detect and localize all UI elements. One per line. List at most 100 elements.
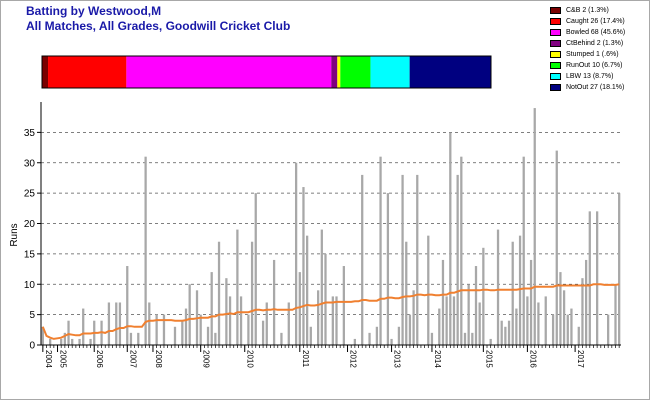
runs-bar bbox=[489, 338, 492, 345]
year-tick-label: 2016 bbox=[528, 350, 537, 368]
runs-bar bbox=[144, 156, 147, 345]
runs-bar bbox=[390, 338, 393, 345]
y-tick-label: 20 bbox=[24, 219, 36, 230]
runs-bar bbox=[607, 314, 610, 345]
runs-bar bbox=[294, 162, 298, 345]
runs-bar bbox=[544, 296, 547, 345]
runs-bar bbox=[342, 266, 345, 345]
runs-bar bbox=[551, 314, 555, 345]
runs-bar bbox=[265, 302, 268, 345]
runs-bar bbox=[515, 308, 518, 345]
runs-bar bbox=[199, 314, 202, 345]
runs-bar bbox=[162, 314, 166, 345]
legend-label: NotOut 27 (18.1%) bbox=[566, 84, 625, 91]
runs-bar bbox=[115, 302, 118, 345]
runs-bar bbox=[471, 332, 474, 345]
runs-bar bbox=[577, 326, 580, 345]
y-tick-label: 15 bbox=[24, 249, 36, 260]
runs-bar bbox=[107, 302, 111, 345]
runs-bar bbox=[320, 229, 323, 345]
legend-swatch bbox=[550, 40, 561, 47]
runs-bar bbox=[412, 290, 415, 345]
runs-bar bbox=[225, 278, 228, 345]
runs-bar bbox=[148, 302, 151, 345]
legend-swatch bbox=[550, 73, 561, 80]
runs-bar bbox=[456, 174, 459, 345]
runs-bar bbox=[452, 296, 456, 345]
runs-bar bbox=[217, 241, 221, 345]
dismissal-segment bbox=[370, 56, 410, 88]
runs-bar bbox=[526, 296, 529, 345]
year-tick-label: 2014 bbox=[433, 350, 442, 368]
runs-bar bbox=[317, 290, 320, 345]
legend-label: C&B 2 (1.3%) bbox=[566, 7, 609, 14]
legend-swatch bbox=[550, 18, 561, 25]
runs-bar bbox=[250, 241, 254, 345]
year-tick-label: 2006 bbox=[95, 350, 104, 368]
runs-bar bbox=[533, 108, 536, 345]
year-tick-label: 2004 bbox=[44, 350, 53, 368]
runs-bar bbox=[445, 296, 448, 345]
legend-swatch bbox=[550, 51, 561, 58]
y-tick-label: 25 bbox=[24, 189, 36, 200]
runs-bar bbox=[496, 229, 500, 345]
runs-bar bbox=[511, 241, 514, 345]
legend-label: Caught 26 (17.4%) bbox=[566, 18, 625, 25]
runs-bar bbox=[173, 326, 177, 345]
runs-bar bbox=[537, 302, 540, 345]
gridlines bbox=[41, 131, 621, 316]
dismissal-segment bbox=[48, 56, 127, 88]
year-tick-label: 2013 bbox=[393, 350, 402, 368]
runs-bar bbox=[361, 174, 364, 345]
runs-bar bbox=[78, 338, 81, 345]
y-tick-label: 0 bbox=[29, 341, 35, 352]
year-tick-label: 2017 bbox=[576, 350, 585, 368]
runs-bar bbox=[416, 174, 419, 345]
year-tick-label: 2010 bbox=[246, 350, 255, 368]
runs-bar bbox=[474, 266, 478, 345]
runs-bar bbox=[210, 272, 213, 345]
runs-bar bbox=[570, 308, 573, 345]
runs-bar bbox=[298, 272, 301, 345]
legend-label: LBW 13 (8.7%) bbox=[566, 73, 614, 80]
y-tick-label: 5 bbox=[29, 310, 35, 321]
running-average-line bbox=[41, 283, 620, 340]
runs-bar bbox=[438, 308, 441, 345]
dismissal-segment bbox=[331, 56, 338, 88]
runs-bars bbox=[41, 108, 621, 345]
runs-bar bbox=[353, 338, 356, 345]
runs-bar bbox=[522, 156, 525, 345]
runs-bar bbox=[529, 259, 533, 345]
legend-swatch bbox=[550, 62, 561, 69]
runs-bar bbox=[397, 326, 401, 345]
runs-bar bbox=[137, 332, 140, 345]
runs-bar bbox=[467, 284, 470, 345]
dismissal-bar-border bbox=[41, 55, 492, 89]
runs-bar bbox=[188, 284, 191, 345]
runs-bar bbox=[405, 241, 408, 345]
runs-bar bbox=[272, 259, 276, 345]
chart-title: Batting by Westwood,M bbox=[26, 4, 162, 18]
runs-bar bbox=[401, 174, 404, 345]
dismissal-segment bbox=[409, 56, 491, 88]
runs-bar bbox=[126, 266, 129, 345]
runs-bar bbox=[239, 296, 243, 345]
runs-bar bbox=[228, 296, 232, 345]
chart-subtitle: All Matches, All Grades, Goodwill Cricke… bbox=[26, 19, 291, 33]
runs-bar bbox=[581, 278, 584, 345]
year-tick-label: 2015 bbox=[484, 350, 493, 368]
legend-swatch bbox=[550, 29, 561, 36]
y-tick-label: 35 bbox=[24, 128, 36, 139]
year-tick-label: 2005 bbox=[59, 350, 68, 368]
year-tick-label: 2012 bbox=[349, 350, 358, 368]
runs-bar bbox=[596, 211, 599, 345]
runs-bar bbox=[155, 314, 158, 345]
runs-bar bbox=[482, 247, 485, 345]
average-line bbox=[41, 283, 620, 340]
runs-bar bbox=[500, 320, 503, 345]
runs-bar bbox=[82, 308, 85, 345]
runs-bar bbox=[63, 332, 66, 345]
runs-bar bbox=[89, 338, 92, 345]
runs-bar bbox=[206, 326, 210, 345]
